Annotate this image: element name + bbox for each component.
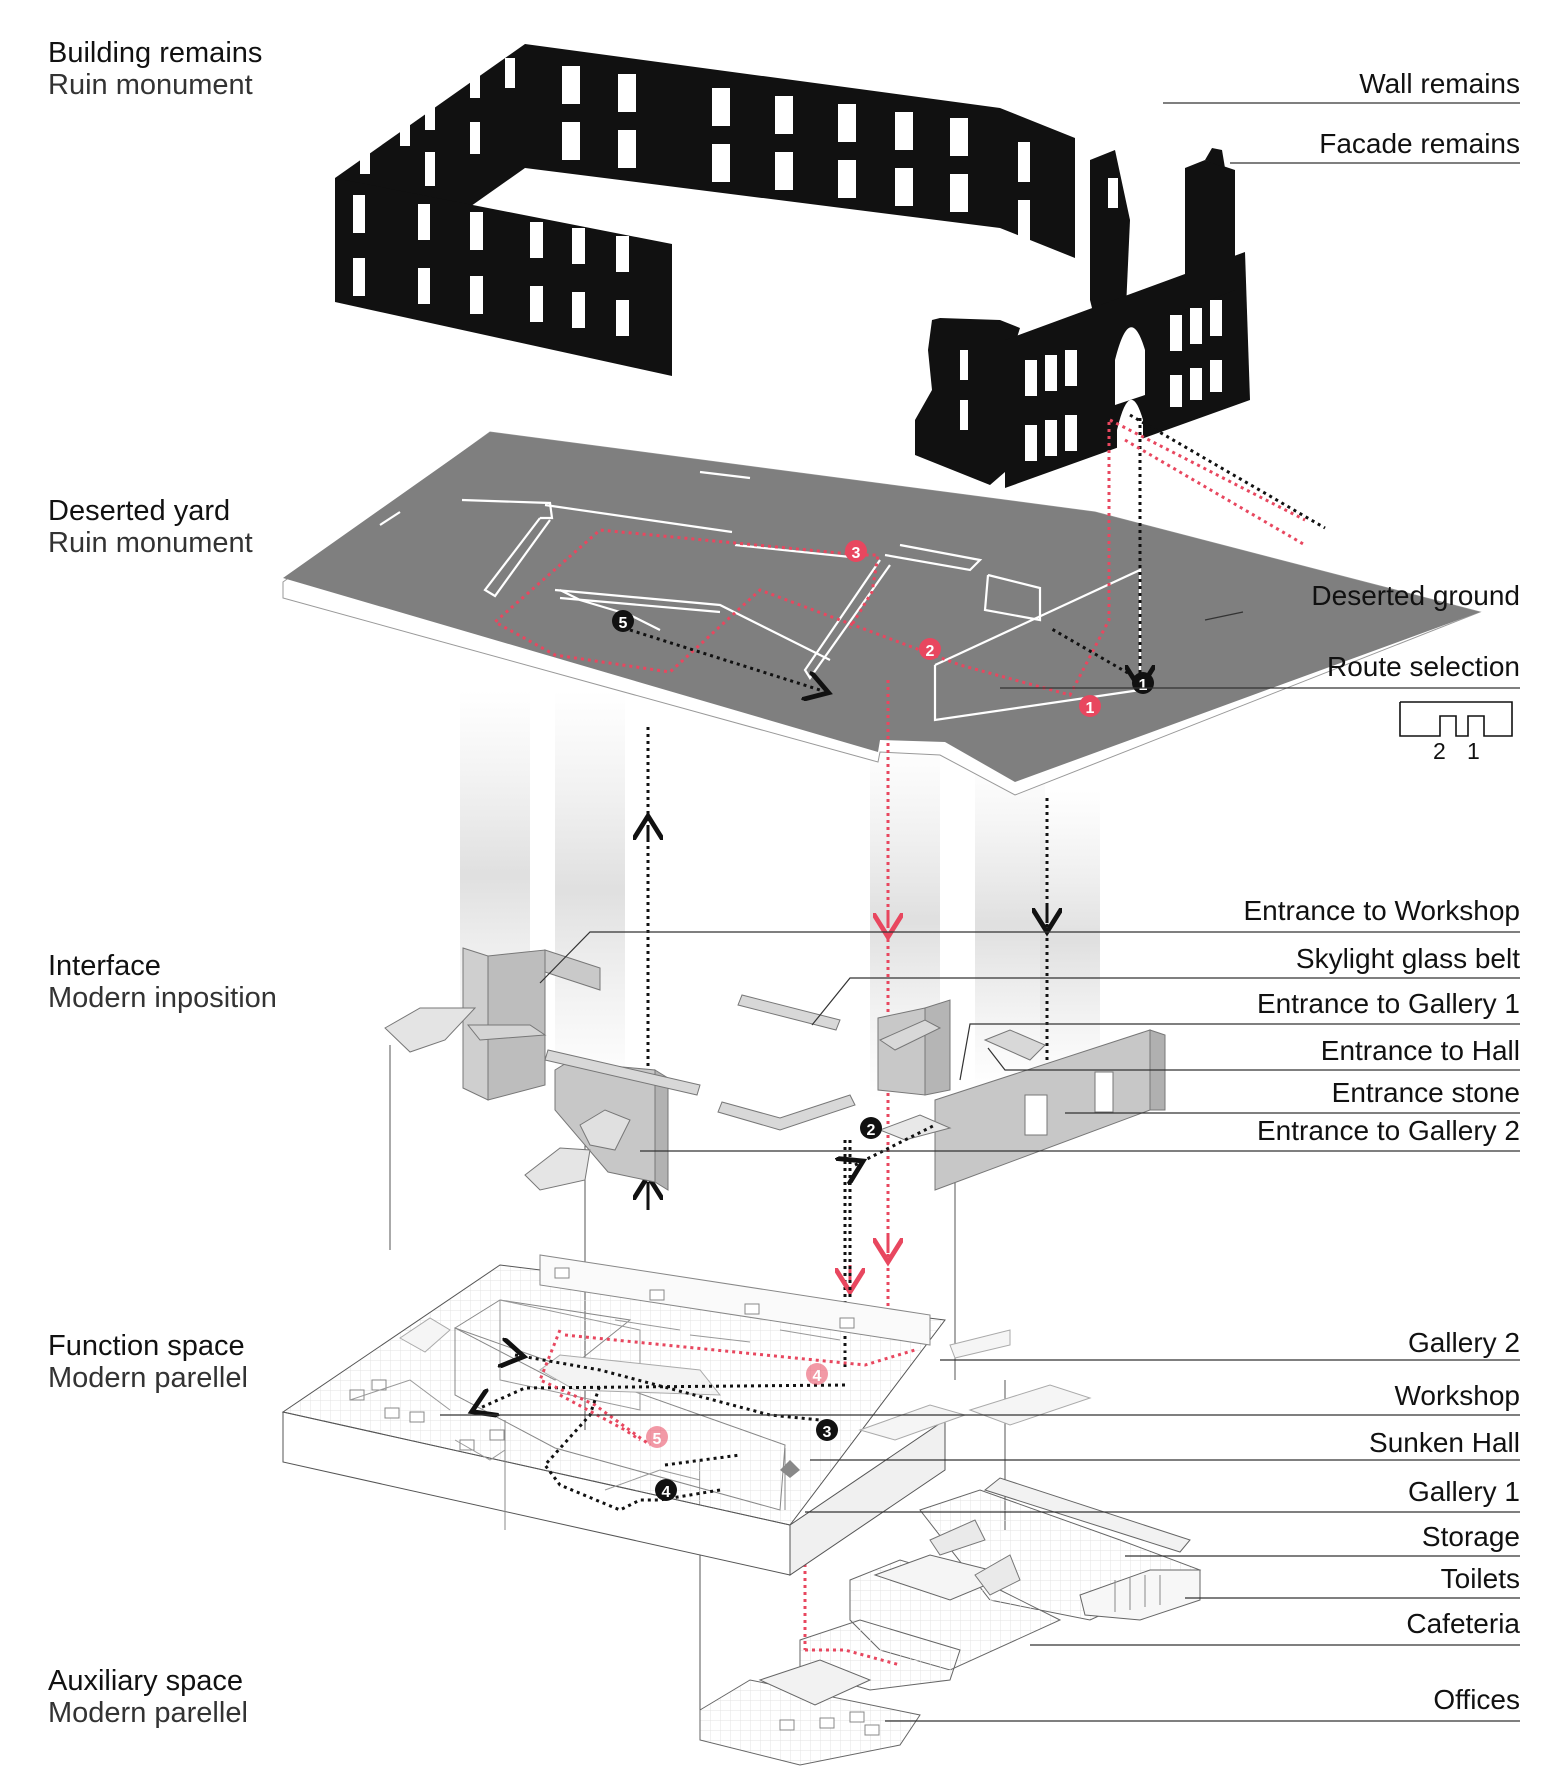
red-marker-2: 2 [919,638,941,660]
wall-remains [335,44,1075,376]
route-selection-paths [492,413,1326,695]
layer-auxiliary-space: Auxiliary space Modern parellel [48,1665,248,1730]
interface-marker-2-num: 2 [867,1122,876,1139]
label-gallery-2: Gallery 2 [1407,1327,1520,1358]
red-marker-4-function-num: 4 [813,1368,822,1385]
layer-interface: Interface Modern inposition [48,950,277,1015]
label-entrance-to-hall: Entrance to Hall [1320,1035,1520,1066]
light-beams [460,690,1100,1100]
function-space [281,1254,1092,1576]
label-wall-remains: Wall remains [1359,68,1520,99]
interface-marker-2: 2 [860,1117,882,1139]
label-entrance-to-gallery-1: Entrance to Gallery 1 [1256,988,1520,1019]
label-offices: Offices [1433,1684,1520,1715]
layer-title: Building remains [48,37,263,69]
layer-subtitle: Modern parellel [48,1362,248,1395]
label-entrance-to-gallery-2: Entrance to Gallery 2 [1256,1115,1520,1146]
route-number-1: 1 [1467,738,1480,764]
red-marker-4-function: 4 [806,1363,828,1385]
black-marker-3-function-num: 3 [823,1424,832,1441]
red-marker-1: 1 [1079,695,1101,717]
label-deserted-ground: Deserted ground [1311,580,1520,611]
red-marker-2-num: 2 [926,643,935,660]
label-entrance-to-workshop: Entrance to Workshop [1243,895,1520,926]
leader-lines [440,102,1520,1722]
label-skylight-glass-belt: Skylight glass belt [1295,943,1520,974]
layer-subtitle: Ruin monument [48,69,253,102]
red-marker-5-function-num: 5 [653,1431,662,1448]
black-marker-5-num: 5 [619,615,628,632]
layer-title: Function space [48,1330,245,1362]
red-marker-1-num: 1 [1086,700,1095,717]
layer-title: Deserted yard [48,495,231,527]
layer-title: Interface [48,950,161,982]
interface-elements [384,947,1166,1191]
red-marker-3-num: 3 [852,545,861,562]
interface-paths [850,1123,936,1300]
layer-subtitle: Modern parellel [48,1697,248,1730]
label-gallery-1: Gallery 1 [1407,1476,1520,1507]
red-marker-5-function: 5 [646,1426,668,1448]
auxiliary-space [699,1477,1202,1766]
layer-deserted-yard: Deserted yard Ruin monument [48,495,253,560]
function-space-paths [480,1329,916,1512]
label-cafeteria: Cafeteria [1406,1608,1520,1639]
route-number-2: 2 [1433,738,1446,764]
black-marker-1-num: 1 [1139,677,1148,694]
label-storage: Storage [1421,1521,1520,1552]
label-entrance-stone: Entrance stone [1331,1077,1520,1108]
facade-remains [915,148,1250,488]
layer-subtitle: Modern inposition [48,982,277,1015]
label-route-selection: Route selection [1326,651,1520,682]
black-marker-4-function-num: 4 [662,1484,671,1501]
black-marker-3-function: 3 [816,1419,838,1441]
label-sunken-hall: Sunken Hall [1369,1427,1520,1458]
auxiliary-paths [805,1648,901,1667]
route-markers: 1 2 3 1 5 2 3 4 4 5 [612,540,1154,1501]
label-toilets: Toilets [1440,1563,1520,1594]
layer-function-space: Function space Modern parellel [48,1330,248,1395]
black-marker-5: 5 [612,610,634,632]
layer-title: Auxiliary space [48,1665,244,1697]
label-facade-remains: Facade remains [1319,128,1520,159]
route-selection-icon [1399,701,1513,737]
red-marker-3: 3 [845,540,867,562]
black-marker-1: 1 [1132,672,1154,694]
layer-building-remains: Building remains Ruin monument [48,37,262,102]
deserted-ground [282,431,1482,796]
label-workshop: Workshop [1394,1380,1520,1411]
black-marker-4-function: 4 [655,1479,677,1501]
layer-subtitle: Ruin monument [48,527,253,560]
